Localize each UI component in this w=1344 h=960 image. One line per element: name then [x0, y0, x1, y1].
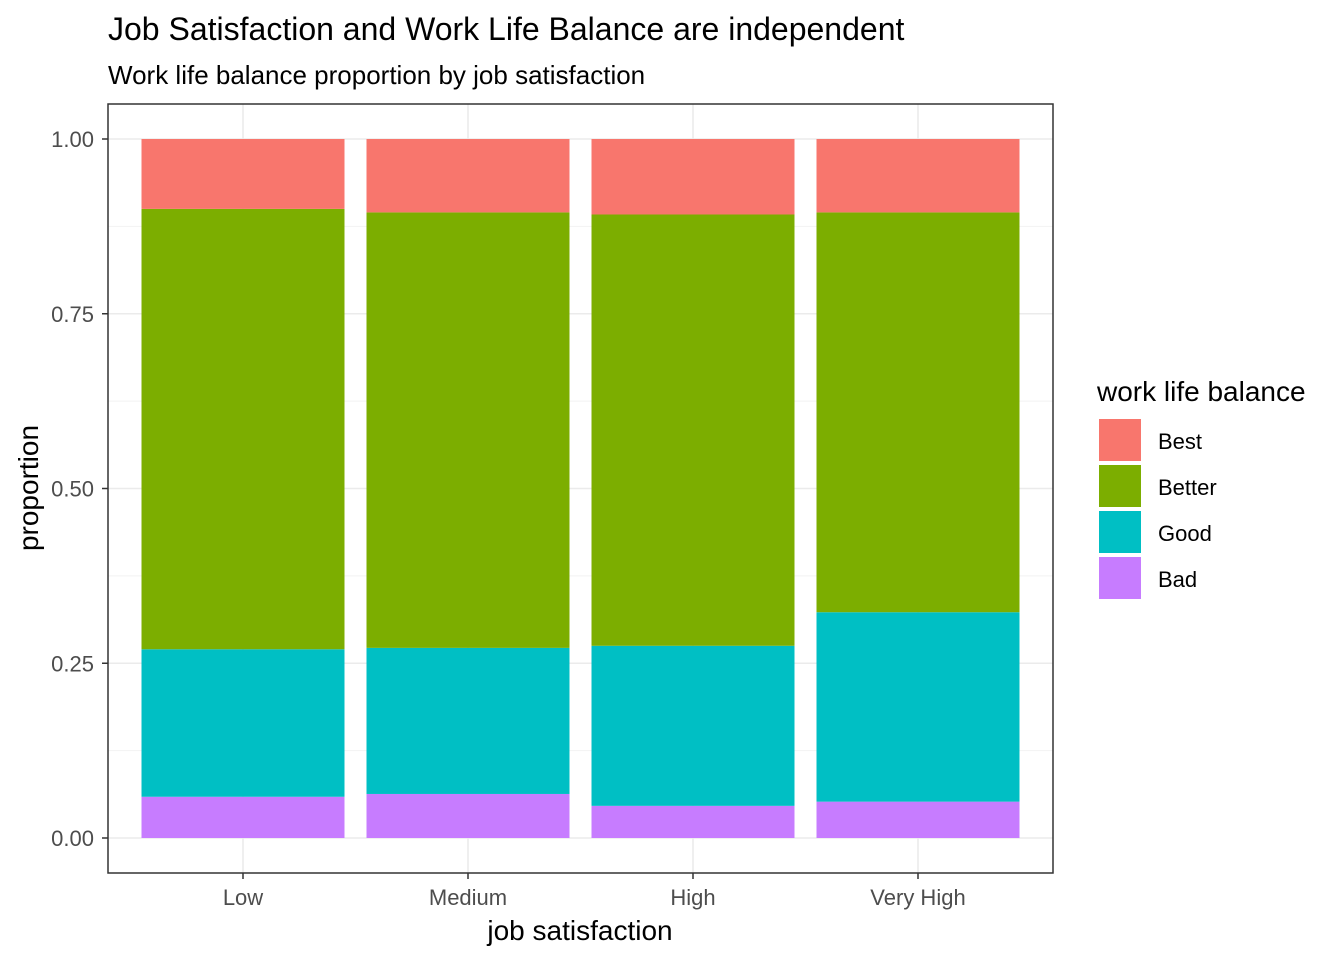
legend-label-good: Good	[1158, 521, 1212, 546]
y-tick-label: 0.25	[51, 651, 94, 676]
bar-best-very-high	[816, 139, 1020, 213]
legend-label-bad: Bad	[1158, 567, 1197, 592]
y-tick-label: 0.00	[51, 826, 94, 851]
y-tick-label: 1.00	[51, 127, 94, 152]
x-tick-label: Medium	[429, 885, 507, 910]
y-tick-label: 0.75	[51, 302, 94, 327]
bar-best-medium	[366, 139, 570, 213]
bar-better-high	[591, 214, 795, 646]
x-axis-title: job satisfaction	[486, 915, 672, 946]
bar-better-medium	[366, 212, 570, 648]
legend-label-better: Better	[1158, 475, 1217, 500]
x-tick-label: Low	[223, 885, 263, 910]
legend-key-best	[1099, 419, 1141, 461]
legend-key-good	[1099, 511, 1141, 553]
bar-bad-very-high	[816, 801, 1020, 838]
bar-bad-medium	[366, 793, 570, 838]
x-tick-label: High	[670, 885, 715, 910]
bar-good-medium	[366, 647, 570, 794]
bar-better-low	[141, 208, 345, 650]
bar-better-very-high	[816, 212, 1020, 613]
legend-label-best: Best	[1158, 429, 1202, 454]
legend-title: work life balance	[1096, 376, 1306, 407]
bar-good-high	[591, 645, 795, 806]
x-tick-label: Very High	[870, 885, 965, 910]
bar-bad-high	[591, 805, 795, 838]
bar-best-high	[591, 139, 795, 215]
legend-key-bad	[1099, 557, 1141, 599]
bar-bad-low	[141, 796, 345, 838]
bars	[141, 139, 1020, 838]
bar-good-very-high	[816, 612, 1020, 802]
axes: 0.00 0.25 0.50 0.75 1.00 Low Medium High Very Hi…	[51, 127, 966, 910]
chart-title: Job Satisfaction and Work Life Balance a…	[108, 11, 904, 47]
legend: work life balance Best Better Good Bad	[1096, 376, 1306, 599]
legend-key-better	[1099, 465, 1141, 507]
bar-good-low	[141, 649, 345, 797]
y-axis-title: proportion	[13, 425, 44, 551]
y-tick-label: 0.50	[51, 477, 94, 502]
chart-subtitle: Work life balance proportion by job sati…	[108, 60, 645, 90]
bar-best-low	[141, 139, 345, 209]
